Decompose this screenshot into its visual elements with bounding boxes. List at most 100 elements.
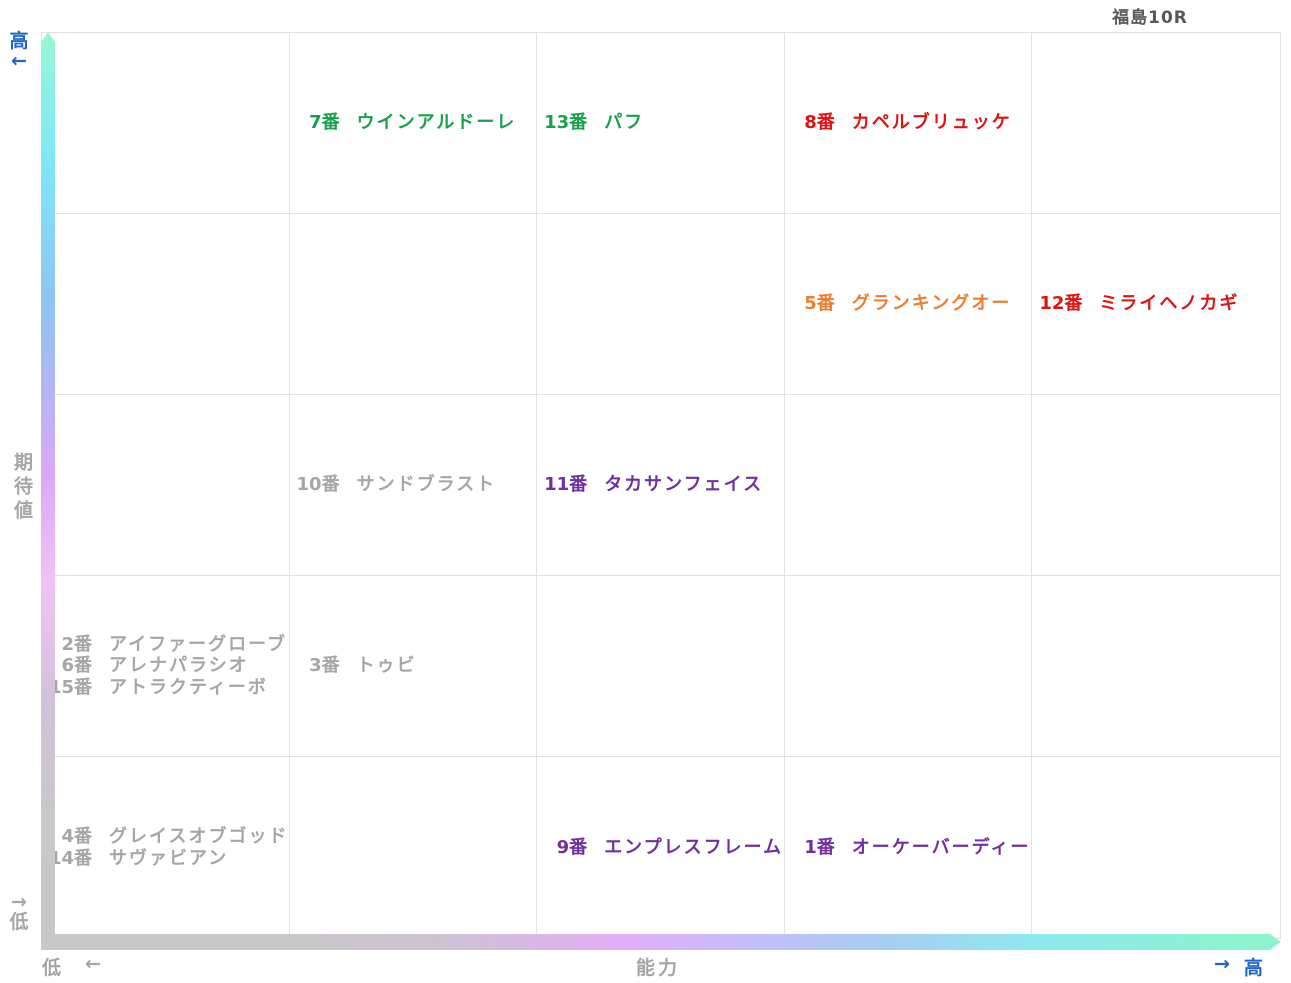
cell-entries: 10番 サンドブラスト: [294, 474, 497, 496]
y-axis-high-label: 高 ←: [6, 31, 32, 71]
y-axis-title: 期待値: [11, 452, 33, 524]
horse-entry: 10番 サンドブラスト: [294, 474, 497, 496]
horse-number: 15番: [48, 676, 92, 698]
horse-number: 1番: [804, 836, 835, 858]
y-axis-low-label: → 低: [6, 892, 32, 932]
horse-number: 9番: [556, 836, 588, 858]
x-axis-low-label: 低 ←: [42, 953, 101, 980]
horse-name: タカサンフェイス: [604, 474, 764, 496]
cell-entries: 3番 トゥビ: [294, 655, 417, 677]
x-axis-title: 能力: [636, 957, 681, 979]
horse-number: 2番: [61, 633, 92, 655]
cell-entries: 8番 カペルブリュッケ: [789, 112, 1012, 134]
cell-r4c5: [1032, 576, 1280, 757]
horse-name: アイファーグローブ: [109, 633, 288, 655]
cell-r2c3: [537, 214, 785, 395]
horse-number: 6番: [61, 655, 92, 677]
horse-name: トゥビ: [356, 655, 417, 677]
horse-name: ウインアルドーレ: [356, 112, 517, 134]
y-axis-low-text: 低: [9, 911, 29, 933]
cell-entries: 1番 オーケーバーディー: [789, 837, 1031, 859]
cell-r3c2: 10番 サンドブラスト: [289, 395, 538, 576]
x-axis-high-label: → 高: [1214, 953, 1263, 980]
horse-number: 13番: [544, 112, 588, 134]
left-arrow-icon: ←: [85, 953, 101, 975]
chart-title: 福島10R: [1112, 8, 1188, 28]
cell-r3c3: 11番 タカサンフェイス: [537, 395, 785, 576]
x-axis-gradient-bar: [41, 934, 1281, 950]
cell-r2c5: 12番 ミライヘノカギ: [1032, 214, 1280, 395]
down-arrow-icon: →: [11, 891, 27, 913]
cell-entries: 9番 エンプレスフレーム: [541, 837, 783, 859]
horse-name: カペルブリュッケ: [851, 112, 1012, 134]
horse-number: 11番: [544, 474, 588, 496]
horse-name: サンドブラスト: [356, 474, 497, 496]
cell-r4c2: 3番 トゥビ: [289, 576, 538, 757]
cell-r5c1: 4番 グレイスオブゴッド 14番 サヴァビアン: [42, 757, 290, 938]
cell-r3c4: [784, 395, 1033, 576]
y-axis-gradient-bar: [41, 32, 55, 948]
cell-r2c1: [42, 214, 290, 395]
cell-r1c3: 13番 パフ: [537, 33, 785, 214]
horse-name: サヴァビアン: [109, 847, 229, 869]
horse-number: 12番: [1039, 293, 1083, 315]
cell-r4c3: [537, 576, 785, 757]
horse-entry: 5番 グランキングオー: [789, 293, 1011, 315]
horse-name: パフ: [604, 112, 645, 134]
right-arrow-icon: →: [1214, 953, 1230, 975]
horse-number: 4番: [61, 826, 92, 847]
up-arrow-icon: ←: [11, 50, 27, 72]
horse-entry: 1番 オーケーバーディー: [789, 837, 1031, 859]
horse-name: ミライヘノカギ: [1099, 293, 1240, 315]
horse-entry: 15番 アトラクティーボ: [46, 677, 287, 699]
horse-number: 3番: [309, 655, 340, 677]
matrix-grid: 7番 ウインアルドーレ 13番 パフ 8番 カペルブリュッケ 5番 グランキングオー 12番 ミラ…: [41, 32, 1281, 939]
horse-name: エンプレスフレーム: [604, 836, 784, 858]
horse-name: グレイスオブゴッド: [109, 826, 289, 847]
horse-entry: 6番 アレナパラシオ: [46, 655, 287, 677]
horse-name: オーケーバーディー: [851, 836, 1031, 858]
cell-r5c2: [290, 757, 538, 938]
horse-entry: 3番 トゥビ: [294, 655, 417, 677]
cell-r1c5: [1032, 33, 1280, 214]
cell-r3c1: [42, 395, 290, 576]
y-axis-high-text: 高: [9, 30, 29, 52]
cell-r2c4: 5番 グランキングオー: [784, 214, 1033, 395]
cell-r4c1: 2番 アイファーグローブ 6番 アレナパラシオ 15番 アトラクティーボ: [42, 576, 290, 757]
x-axis-high-text: 高: [1243, 957, 1263, 979]
horse-entry: 2番 アイファーグローブ: [46, 634, 287, 656]
cell-r5c4: 1番 オーケーバーディー: [785, 757, 1033, 938]
cell-r2c2: [289, 214, 538, 395]
horse-entry: 8番 カペルブリュッケ: [789, 112, 1012, 134]
cell-r5c3: 9番 エンプレスフレーム: [537, 757, 785, 938]
cell-entries: 11番 タカサンフェイス: [541, 474, 763, 496]
horse-name: アレナパラシオ: [109, 655, 249, 677]
cell-entries: 2番 アイファーグローブ 6番 アレナパラシオ 15番 アトラクティーボ: [46, 634, 287, 699]
horse-name: グランキングオー: [851, 293, 1012, 315]
horse-number: 10番: [296, 474, 340, 496]
horse-entry: 12番 ミライヘノカギ: [1036, 293, 1239, 315]
x-axis-low-text: 低: [42, 957, 62, 979]
horse-entry: 4番 グレイスオブゴッド: [46, 826, 288, 848]
cell-entries: 5番 グランキングオー: [789, 293, 1011, 315]
cell-r3c5: [1032, 395, 1280, 576]
cell-r1c2: 7番 ウインアルドーレ: [289, 33, 538, 214]
cell-entries: 7番 ウインアルドーレ: [294, 112, 517, 134]
horse-name: アトラクティーボ: [109, 676, 268, 698]
cell-entries: 13番 パフ: [541, 112, 644, 134]
cell-r1c1: [42, 33, 290, 214]
horse-number: 5番: [804, 293, 835, 315]
horse-entry: 14番 サヴァビアン: [46, 848, 288, 870]
horse-number: 14番: [48, 847, 92, 869]
cell-r5c5: [1032, 757, 1280, 938]
horse-entry: 7番 ウインアルドーレ: [294, 112, 517, 134]
cell-entries: 12番 ミライヘノカギ: [1036, 293, 1239, 315]
horse-entry: 11番 タカサンフェイス: [541, 474, 763, 496]
horse-number: 7番: [309, 112, 340, 134]
horse-number: 8番: [804, 112, 835, 134]
cell-entries: 4番 グレイスオブゴッド 14番 サヴァビアン: [46, 826, 288, 869]
horse-entry: 9番 エンプレスフレーム: [541, 837, 783, 859]
cell-r4c4: [784, 576, 1033, 757]
cell-r1c4: 8番 カペルブリュッケ: [784, 33, 1033, 214]
horse-entry: 13番 パフ: [541, 112, 644, 134]
